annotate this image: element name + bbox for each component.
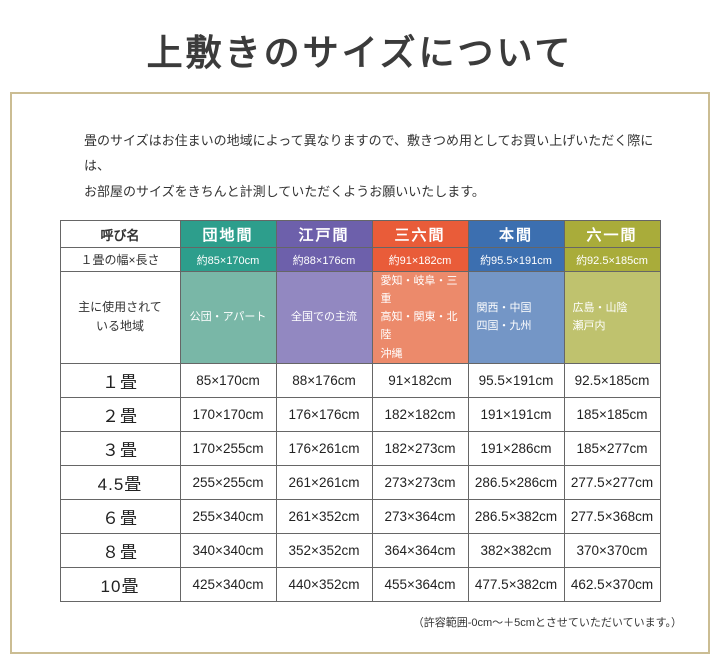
table-row: 4.5畳 255×255cm 261×261cm 273×273cm 286.5… bbox=[59, 464, 661, 500]
row-label: 10畳 bbox=[59, 566, 181, 602]
value-cell: 273×364cm bbox=[371, 498, 469, 534]
corner-header: 呼び名 bbox=[59, 220, 181, 249]
region-cell: 広島・山陰 瀬戸内 bbox=[563, 271, 661, 364]
table-row: 10畳 425×340cm 440×352cm 455×364cm 477.5×… bbox=[59, 566, 661, 602]
row-label: １畳 bbox=[59, 362, 181, 398]
value-cell: 425×340cm bbox=[179, 566, 277, 602]
value-cell: 277.5×368cm bbox=[563, 498, 661, 534]
table-row: ３畳 170×255cm 176×261cm 182×273cm 191×286… bbox=[59, 430, 661, 466]
value-cell: 352×352cm bbox=[275, 532, 373, 568]
value-cell: 364×364cm bbox=[371, 532, 469, 568]
column-header-honma: 本間 bbox=[467, 220, 565, 249]
content-panel: 畳のサイズはお住まいの地域によって異なりますので、敷きつめ用としてお買い上げいた… bbox=[10, 92, 710, 654]
intro-text: 畳のサイズはお住まいの地域によって異なりますので、敷きつめ用としてお買い上げいた… bbox=[84, 133, 654, 199]
value-cell: 95.5×191cm bbox=[467, 362, 565, 398]
table-row: １畳 85×170cm 88×176cm 91×182cm 95.5×191cm… bbox=[59, 362, 661, 398]
value-cell: 462.5×370cm bbox=[563, 566, 661, 602]
row-label: ８畳 bbox=[59, 532, 181, 568]
value-cell: 191×191cm bbox=[467, 396, 565, 432]
value-cell: 255×255cm bbox=[179, 464, 277, 500]
value-cell: 277.5×277cm bbox=[563, 464, 661, 500]
value-cell: 440×352cm bbox=[275, 566, 373, 602]
size-cell: 約88×176cm bbox=[275, 247, 373, 273]
row-label-region: 主に使用されて いる地域 bbox=[59, 271, 181, 364]
value-cell: 182×273cm bbox=[371, 430, 469, 466]
column-header-rokuichima: 六一間 bbox=[563, 220, 661, 249]
value-cell: 286.5×286cm bbox=[467, 464, 565, 500]
row-label: ６畳 bbox=[59, 498, 181, 534]
column-header-danchima: 団地間 bbox=[179, 220, 277, 249]
value-cell: 261×352cm bbox=[275, 498, 373, 534]
table-row: ８畳 340×340cm 352×352cm 364×364cm 382×382… bbox=[59, 532, 661, 568]
value-cell: 85×170cm bbox=[179, 362, 277, 398]
value-cell: 340×340cm bbox=[179, 532, 277, 568]
row-label: ３畳 bbox=[59, 430, 181, 466]
row-label: ２畳 bbox=[59, 396, 181, 432]
value-cell: 255×340cm bbox=[179, 498, 277, 534]
size-cell: 約85×170cm bbox=[179, 247, 277, 273]
value-cell: 170×170cm bbox=[179, 396, 277, 432]
row-label: 4.5畳 bbox=[59, 464, 181, 500]
page-title: 上敷きのサイズについて bbox=[146, 33, 574, 73]
column-header-edoma: 江戸間 bbox=[275, 220, 373, 249]
tatami-size-table: 呼び名 団地間 江戸間 三六間 本間 六一間 １畳の幅×長さ 約85×170cm… bbox=[59, 220, 661, 602]
value-cell: 92.5×185cm bbox=[563, 362, 661, 398]
region-row: 主に使用されて いる地域 公団・アパート 全国での主流 愛知・岐阜・三重 高知・… bbox=[59, 271, 661, 364]
value-cell: 455×364cm bbox=[371, 566, 469, 602]
value-cell: 176×261cm bbox=[275, 430, 373, 466]
value-cell: 273×273cm bbox=[371, 464, 469, 500]
size-cell: 約91×182cm bbox=[371, 247, 469, 273]
value-cell: 185×185cm bbox=[563, 396, 661, 432]
value-cell: 88×176cm bbox=[275, 362, 373, 398]
column-header-sabuma: 三六間 bbox=[371, 220, 469, 249]
value-cell: 182×182cm bbox=[371, 396, 469, 432]
size-cell: 約92.5×185cm bbox=[563, 247, 661, 273]
value-cell: 382×382cm bbox=[467, 532, 565, 568]
region-cell: 関西・中国 四国・九州 bbox=[467, 271, 565, 364]
value-cell: 185×277cm bbox=[563, 430, 661, 466]
region-cell: 愛知・岐阜・三重 高知・関東・北陸 沖縄 bbox=[371, 271, 469, 364]
value-cell: 191×286cm bbox=[467, 430, 565, 466]
region-cell: 公団・アパート bbox=[179, 271, 277, 364]
value-cell: 286.5×382cm bbox=[467, 498, 565, 534]
value-cell: 477.5×382cm bbox=[467, 566, 565, 602]
value-cell: 370×370cm bbox=[563, 532, 661, 568]
value-cell: 170×255cm bbox=[179, 430, 277, 466]
row-label-size: １畳の幅×長さ bbox=[59, 247, 181, 273]
table-row: ２畳 170×170cm 176×176cm 182×182cm 191×191… bbox=[59, 396, 661, 432]
region-cell: 全国での主流 bbox=[275, 271, 373, 364]
width-length-row: １畳の幅×長さ 約85×170cm 約88×176cm 約91×182cm 約9… bbox=[59, 247, 661, 273]
value-cell: 176×176cm bbox=[275, 396, 373, 432]
header-row: 呼び名 団地間 江戸間 三六間 本間 六一間 bbox=[59, 220, 661, 249]
tolerance-note: （許容範囲-0cm〜＋5cmとさせていただいています。） bbox=[412, 616, 682, 629]
table-row: ６畳 255×340cm 261×352cm 273×364cm 286.5×3… bbox=[59, 498, 661, 534]
value-cell: 91×182cm bbox=[371, 362, 469, 398]
value-cell: 261×261cm bbox=[275, 464, 373, 500]
size-cell: 約95.5×191cm bbox=[467, 247, 565, 273]
